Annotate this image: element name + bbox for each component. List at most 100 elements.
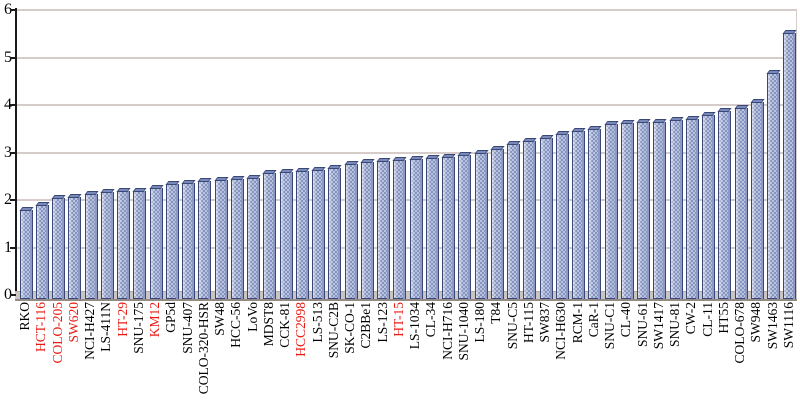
bar-SNU-C5 — [507, 143, 518, 299]
y-tick-6 — [10, 9, 16, 11]
x-tick-label-CW-2: CW-2 — [683, 302, 699, 335]
bar-SNU-407 — [182, 183, 193, 299]
bar-C2BBe1 — [360, 162, 371, 299]
gridline-3 — [17, 151, 797, 154]
bar-RKO — [19, 210, 30, 299]
x-tick-label-SW620: SW620 — [65, 302, 81, 343]
x-tick-label-SW948: SW948 — [748, 302, 764, 343]
bar-SW1417 — [653, 121, 664, 299]
bar-SW1463 — [767, 72, 778, 299]
x-tick-label-LoVo: LoVo — [244, 302, 260, 332]
x-tick-label-HCT-116: HCT-116 — [33, 302, 49, 353]
bar-RCM-1 — [572, 130, 583, 299]
x-tick-label-CaR-1: CaR-1 — [585, 302, 601, 338]
bar-LS-411N — [100, 192, 111, 299]
bar-CW-2 — [685, 118, 696, 299]
y-tick-label-1: 1 — [4, 238, 12, 256]
bar-MDST8 — [263, 173, 274, 299]
x-tick-label-SW1463: SW1463 — [764, 302, 780, 350]
bar-LS-123 — [377, 161, 388, 299]
x-tick-label-HT55: HT55 — [715, 302, 731, 334]
x-tick-label-C2BBe1: C2BBe1 — [358, 302, 374, 349]
y-tick-label-6: 6 — [4, 1, 12, 18]
gridline-5 — [17, 56, 797, 59]
bar-SW837 — [539, 137, 550, 299]
x-tick-label-HT-115: HT-115 — [520, 302, 536, 344]
y-tick-label-2: 2 — [4, 191, 12, 208]
gridline-1 — [17, 246, 797, 249]
x-tick-label-HT-29: HT-29 — [114, 302, 130, 337]
bar-SW620 — [68, 197, 79, 299]
bar-SNU-1040 — [458, 154, 469, 299]
bar-SW948 — [750, 102, 761, 299]
bar-NCI-H427 — [84, 193, 95, 299]
y-tick-4 — [10, 104, 16, 106]
bar-NCI-H630 — [555, 133, 566, 299]
bar-SNU-175 — [133, 190, 144, 299]
y-tick-0 — [10, 294, 16, 296]
y-tick-5 — [10, 56, 16, 59]
x-tick-label-LS-513: LS-513 — [309, 302, 325, 343]
bar-T84 — [490, 148, 501, 299]
x-tick-label-LS-411N: LS-411N — [98, 302, 114, 352]
gridline-2 — [17, 199, 797, 201]
x-tick-label-RCM-1: RCM-1 — [569, 302, 585, 344]
x-tick-label-COLO-678: COLO-678 — [732, 302, 748, 364]
x-tick-label-CCK-81: CCK-81 — [277, 302, 293, 348]
bar-HCC-56 — [230, 178, 241, 299]
bar-HT-15 — [393, 160, 404, 299]
x-tick-label-HT-15: HT-15 — [390, 302, 406, 337]
bar-LS-1034 — [409, 159, 420, 299]
bar-CCK-81 — [279, 172, 290, 299]
x-tick-label-SNU-407: SNU-407 — [179, 302, 195, 354]
x-tick-label-KM12: KM12 — [147, 302, 163, 338]
y-tick-label-3: 3 — [4, 143, 12, 161]
gridline-4 — [17, 104, 797, 106]
gridline-6 — [17, 9, 797, 11]
bar-HCT-116 — [35, 204, 46, 299]
x-tick-label-HCC-56: HCC-56 — [228, 302, 244, 348]
x-tick-label-SK-CO-1: SK-CO-1 — [342, 302, 358, 354]
bar-SW48 — [214, 180, 225, 299]
bar-HT-115 — [523, 141, 534, 299]
x-tick-label-NCI-H716: NCI-H716 — [439, 302, 455, 360]
x-tick-label-SNU-81: SNU-81 — [667, 302, 683, 348]
bar-COLO-678 — [734, 107, 745, 299]
x-tick-label-HCC2998: HCC2998 — [293, 302, 309, 357]
bar-KM12 — [149, 187, 160, 299]
bar-CL-40 — [620, 123, 631, 299]
x-tick-label-CL-40: CL-40 — [618, 302, 634, 338]
bar-HCC2998 — [295, 171, 306, 299]
bar-CaR-1 — [588, 129, 599, 299]
x-tick-label-NCI-H427: NCI-H427 — [82, 302, 98, 360]
bar-SK-CO-1 — [344, 163, 355, 299]
y-tick-label-0: 0 — [4, 286, 12, 303]
x-tick-label-GP5d: GP5d — [163, 302, 179, 333]
bar-CL-34 — [425, 158, 436, 299]
bar-COLO-205 — [52, 198, 63, 299]
bar-HT-29 — [117, 191, 128, 299]
x-tick-label-RKO: RKO — [17, 302, 33, 331]
x-tick-label-CL-11: CL-11 — [699, 302, 715, 337]
y-tick-label-4: 4 — [4, 96, 12, 113]
x-tick-label-SNU-C2B: SNU-C2B — [325, 302, 341, 359]
bar-GP5d — [165, 184, 176, 299]
bar-SNU-61 — [637, 122, 648, 299]
x-tick-label-NCI-H630: NCI-H630 — [553, 302, 569, 360]
plot-area — [15, 0, 797, 302]
y-tick-label-5: 5 — [4, 48, 12, 66]
x-tick-label-MDST8: MDST8 — [260, 302, 276, 347]
bar-COLO-320-HSR — [198, 181, 209, 299]
bar-LS-180 — [474, 152, 485, 299]
x-tick-label-SNU-C5: SNU-C5 — [504, 302, 520, 350]
y-tick-2 — [10, 199, 16, 201]
x-tick-label-SW48: SW48 — [212, 302, 228, 336]
y-tick-3 — [10, 151, 16, 154]
x-tick-label-SW1116: SW1116 — [780, 302, 796, 349]
bar-SW1116 — [783, 32, 794, 299]
x-tick-label-SNU-61: SNU-61 — [634, 302, 650, 348]
chart-floor — [15, 291, 797, 301]
y-axis-line — [15, 8, 17, 300]
bar-HT55 — [718, 111, 729, 299]
